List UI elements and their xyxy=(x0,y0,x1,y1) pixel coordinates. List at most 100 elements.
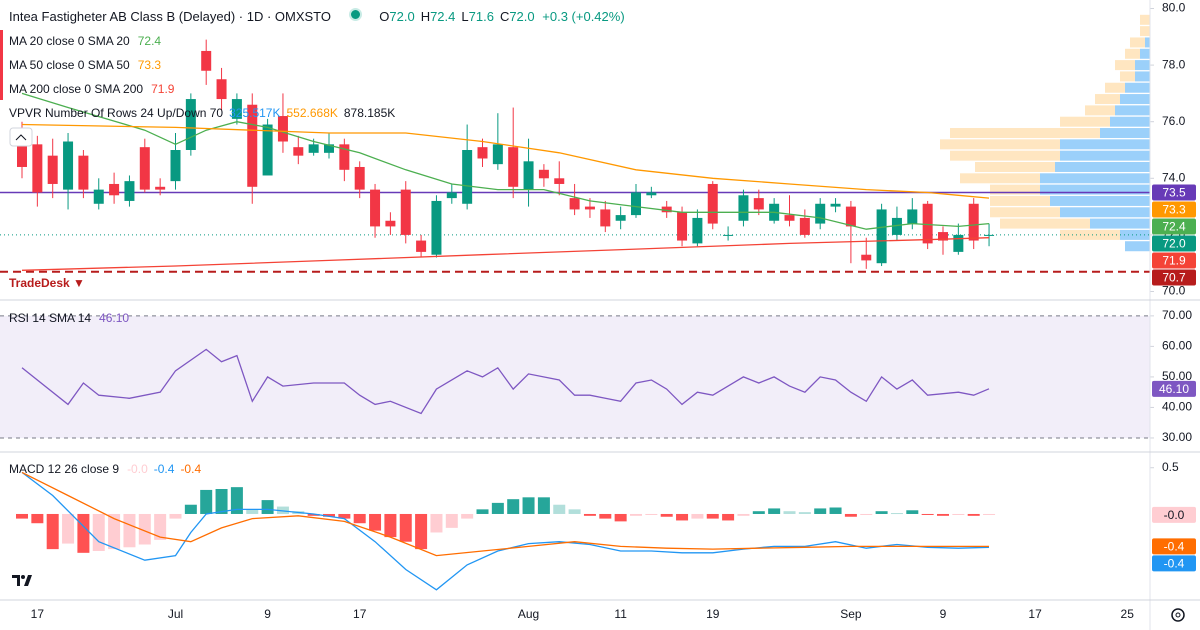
vp-up xyxy=(1040,184,1150,195)
candle-body xyxy=(446,192,457,199)
candle-body xyxy=(201,50,212,71)
macd-histogram-bar xyxy=(630,513,642,516)
y-tick-label: 70.00 xyxy=(1162,308,1192,322)
macd-histogram-bar xyxy=(706,513,719,519)
candle-body xyxy=(308,144,319,153)
macd-badge-bg xyxy=(1152,538,1196,555)
macd-histogram-bar xyxy=(537,497,550,514)
candle-body xyxy=(677,212,688,241)
price-badge: 73.5 xyxy=(1162,186,1186,200)
price-badge: 71.9 xyxy=(1162,254,1186,268)
settings-icon[interactable] xyxy=(1171,608,1185,622)
candle-body xyxy=(324,144,334,153)
line xyxy=(21,471,989,557)
macd-histogram-bar xyxy=(384,513,397,538)
candle-body xyxy=(815,203,826,224)
macd-histogram-bar xyxy=(814,508,827,514)
ohlc-key: C xyxy=(499,9,510,24)
macd-histogram-bar xyxy=(154,513,167,540)
macd-histogram-bar xyxy=(77,513,90,553)
macd-legend: MACD 12 26 close 9 -0.0 -0.4 -0.4 xyxy=(9,461,201,477)
ma-name: MA 200 close 0 SMA 200 xyxy=(9,82,144,96)
candle-body xyxy=(738,195,749,221)
vp-down xyxy=(1095,94,1120,105)
macd-histogram-bar xyxy=(967,513,980,516)
macd-histogram-bar xyxy=(768,508,781,514)
ma-legend: MA 50 close 0 SMA 50 73.3 xyxy=(9,57,161,73)
y-tick-label: 0.5 xyxy=(1162,460,1179,474)
macd-histogram-bar xyxy=(937,513,949,516)
ohlc-values: O72.0 H72.4 L71.6 C72.0 xyxy=(373,9,534,24)
candle-body xyxy=(584,206,595,210)
y-tick-label: 80.0 xyxy=(1162,1,1186,15)
candle-body xyxy=(661,206,672,213)
x-tick-label: 17 xyxy=(1028,607,1042,621)
candle-body xyxy=(262,124,273,176)
candle-body xyxy=(907,209,918,224)
price-badge-bg xyxy=(1152,235,1196,252)
vp-down xyxy=(990,195,1050,206)
macd-histogram-bar xyxy=(660,513,673,517)
gear[interactable] xyxy=(1171,608,1185,622)
macd-histogram-bar xyxy=(507,499,520,514)
logo-dot xyxy=(21,575,25,579)
y-tick-label: 50.00 xyxy=(1162,369,1192,383)
macd-histogram-bar xyxy=(92,513,105,551)
vp-up xyxy=(1135,60,1150,71)
candle-body xyxy=(830,203,841,207)
vpvr-down: 552.668K xyxy=(286,106,338,120)
candle-body xyxy=(600,209,611,227)
macd-histogram-bar xyxy=(246,509,259,514)
vp-up xyxy=(1120,229,1150,240)
price-badge: 73.3 xyxy=(1162,203,1186,217)
tradedesk-annotation[interactable]: TradeDesk ▼ xyxy=(9,275,85,291)
candle-body xyxy=(784,215,795,221)
y-tick-label: 74.0 xyxy=(1162,170,1186,184)
ma-name: MA 50 close 0 SMA 50 xyxy=(9,58,130,72)
macd-histogram-bar xyxy=(445,513,458,528)
gear-hub xyxy=(1175,612,1181,618)
axes: 70.0 72.0 74.0 76.0 78.0 80.0 73.5 73.3 72.4 72.0… xyxy=(31,1,1196,621)
vp-down xyxy=(1115,60,1135,71)
macd-histogram-bar xyxy=(353,513,366,524)
candle-body xyxy=(938,232,948,241)
ohlc-key: H xyxy=(420,9,431,24)
collapse-button[interactable] xyxy=(9,127,33,147)
candle-body xyxy=(247,104,258,187)
candle-body xyxy=(692,217,703,244)
x-tick-label: 9 xyxy=(264,607,271,621)
macd-histogram-bar xyxy=(415,513,428,550)
candle-body xyxy=(139,147,150,190)
rsi-badge: 46.10 xyxy=(1159,382,1189,396)
vp-up xyxy=(1145,37,1150,48)
market-status-dot xyxy=(348,8,362,21)
macd-histogram-bar xyxy=(307,513,320,516)
candle-body xyxy=(615,215,626,221)
rsi-badge-bg xyxy=(1152,380,1196,397)
vp-down xyxy=(990,184,1040,195)
macd-histogram-bar xyxy=(676,513,689,521)
candle-body xyxy=(63,141,74,190)
vp-down xyxy=(950,150,1060,161)
macd-histogram-bar xyxy=(783,511,796,514)
y-tick-label: 70.0 xyxy=(1162,284,1186,298)
candle-body xyxy=(277,116,288,142)
price-badge-bg xyxy=(1152,184,1196,201)
macd-histogram-bar xyxy=(875,511,888,514)
x-tick-label: 17 xyxy=(353,607,367,621)
macd-histogram-bar xyxy=(184,504,197,514)
vp-down xyxy=(1140,14,1150,25)
annotation-text[interactable]: TradeDesk ▼ xyxy=(9,276,85,290)
vp-up xyxy=(1060,139,1150,150)
vp-up xyxy=(1060,150,1150,161)
candle-body xyxy=(477,147,488,159)
ma-legend: MA 20 close 0 SMA 20 72.4 xyxy=(9,33,161,49)
macd-histogram-bar xyxy=(46,513,59,550)
candle-body xyxy=(876,209,887,264)
x-tick-label: 25 xyxy=(1121,607,1135,621)
candle-body xyxy=(646,192,657,196)
y-tick-label: 78.0 xyxy=(1162,57,1186,71)
macd-histogram-bar xyxy=(491,502,504,514)
vp-down xyxy=(940,139,1060,150)
vp-down xyxy=(1120,71,1135,82)
